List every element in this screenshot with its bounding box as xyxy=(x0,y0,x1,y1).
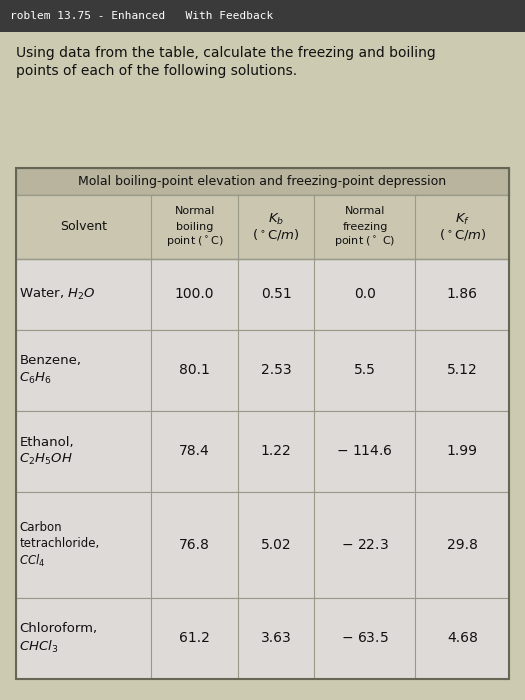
Bar xyxy=(16,492,509,598)
Text: Ethanol,
$C_2H_5OH$: Ethanol, $C_2H_5OH$ xyxy=(19,435,74,467)
Text: Normal: Normal xyxy=(345,206,385,216)
Text: 29.8: 29.8 xyxy=(447,538,478,552)
Text: freezing: freezing xyxy=(342,222,387,232)
Text: point ($^\circ$ C): point ($^\circ$ C) xyxy=(334,235,395,249)
Text: 4.68: 4.68 xyxy=(447,631,478,645)
Text: $-$ 22.3: $-$ 22.3 xyxy=(341,538,389,552)
Bar xyxy=(16,259,509,330)
Text: Using data from the table, calculate the freezing and boiling
points of each of : Using data from the table, calculate the… xyxy=(16,46,436,78)
Text: $-$ 63.5: $-$ 63.5 xyxy=(341,631,388,645)
Text: point ($^\circ$C): point ($^\circ$C) xyxy=(166,235,224,249)
Text: 2.53: 2.53 xyxy=(261,363,291,377)
Text: $-$ 114.6: $-$ 114.6 xyxy=(337,444,393,458)
Text: 1.99: 1.99 xyxy=(447,444,478,458)
Text: $K_f$: $K_f$ xyxy=(455,211,470,227)
Text: Normal: Normal xyxy=(174,206,215,216)
Text: Chloroform,
$CHCl_3$: Chloroform, $CHCl_3$ xyxy=(19,622,98,654)
Text: Carbon
tetrachloride,
$CCl_4$: Carbon tetrachloride, $CCl_4$ xyxy=(19,521,100,569)
Bar xyxy=(16,330,509,411)
Text: 1.22: 1.22 xyxy=(261,444,291,458)
Text: ($^\circ$C$/m$): ($^\circ$C$/m$) xyxy=(252,227,300,242)
Bar xyxy=(16,168,509,195)
Text: 100.0: 100.0 xyxy=(175,287,214,301)
Text: boiling: boiling xyxy=(176,222,213,232)
Bar xyxy=(16,411,509,492)
Text: Solvent: Solvent xyxy=(60,220,107,233)
Text: 76.8: 76.8 xyxy=(179,538,210,552)
Text: Benzene,
$C_6H_6$: Benzene, $C_6H_6$ xyxy=(19,354,81,386)
Bar xyxy=(0,0,525,32)
Text: Molal boiling-point elevation and freezing-point depression: Molal boiling-point elevation and freezi… xyxy=(78,175,447,188)
Text: roblem 13.75 - Enhanced   With Feedback: roblem 13.75 - Enhanced With Feedback xyxy=(10,10,274,21)
Bar xyxy=(16,168,509,679)
Text: Water, $H_2O$: Water, $H_2O$ xyxy=(19,287,96,302)
Text: ($^\circ$C$/m$): ($^\circ$C$/m$) xyxy=(438,227,486,242)
Text: 0.0: 0.0 xyxy=(354,287,376,301)
Text: 80.1: 80.1 xyxy=(179,363,210,377)
Text: 0.51: 0.51 xyxy=(261,287,291,301)
Text: 1.86: 1.86 xyxy=(447,287,478,301)
Text: $K_b$: $K_b$ xyxy=(268,211,284,227)
Text: 5.12: 5.12 xyxy=(447,363,478,377)
Text: 5.5: 5.5 xyxy=(354,363,376,377)
Bar xyxy=(16,195,509,259)
Text: 61.2: 61.2 xyxy=(179,631,210,645)
Text: 78.4: 78.4 xyxy=(179,444,210,458)
Bar xyxy=(16,598,509,679)
Text: 3.63: 3.63 xyxy=(261,631,291,645)
Text: 5.02: 5.02 xyxy=(261,538,291,552)
